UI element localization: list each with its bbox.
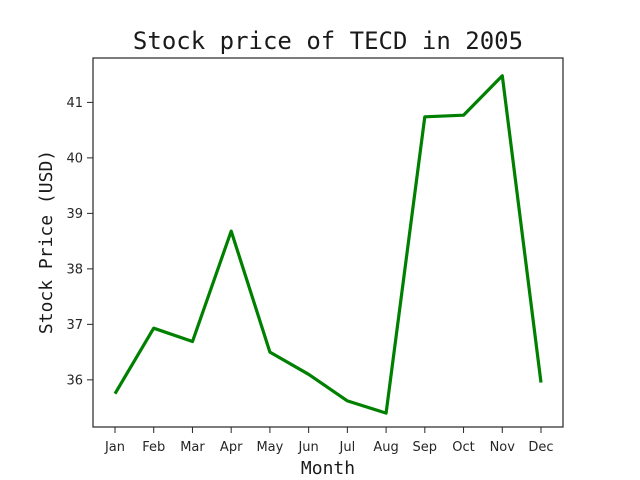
x-tick-label: Jul: [339, 440, 356, 455]
y-axis: 36 37 38 39 40 41: [66, 96, 93, 388]
price-line: [113, 74, 543, 415]
y-axis-label: Stock Price (USD): [36, 150, 57, 334]
x-tick-label: Apr: [220, 440, 243, 455]
x-tick-label: Oct: [452, 440, 474, 455]
y-tick-label: 37: [66, 318, 83, 333]
plot-area-frame: [92, 57, 564, 428]
y-tick-label: 41: [66, 96, 83, 111]
x-tick-label: Mar: [180, 440, 205, 455]
x-tick-label: Nov: [490, 440, 516, 455]
y-tick-label: 39: [66, 207, 83, 222]
y-tick-label: 40: [66, 151, 83, 166]
x-axis: Jan Feb Mar Apr May Jun Jul Aug Sep Oct Nov Dec: [104, 427, 554, 455]
x-tick-label: Jun: [297, 440, 318, 455]
x-tick-label: Dec: [528, 440, 553, 455]
y-tick-label: 36: [66, 373, 83, 388]
series-layer: [113, 74, 543, 415]
x-tick-label: Sep: [413, 440, 438, 455]
y-tick-label: 38: [66, 262, 83, 277]
chart-title: Stock price of TECD in 2005: [133, 27, 523, 55]
x-axis-label: Month: [301, 458, 355, 479]
x-tick-label: Aug: [373, 440, 398, 455]
x-tick-label: Jan: [104, 440, 125, 455]
x-tick-label: Feb: [142, 440, 165, 455]
x-tick-label: May: [256, 440, 283, 455]
